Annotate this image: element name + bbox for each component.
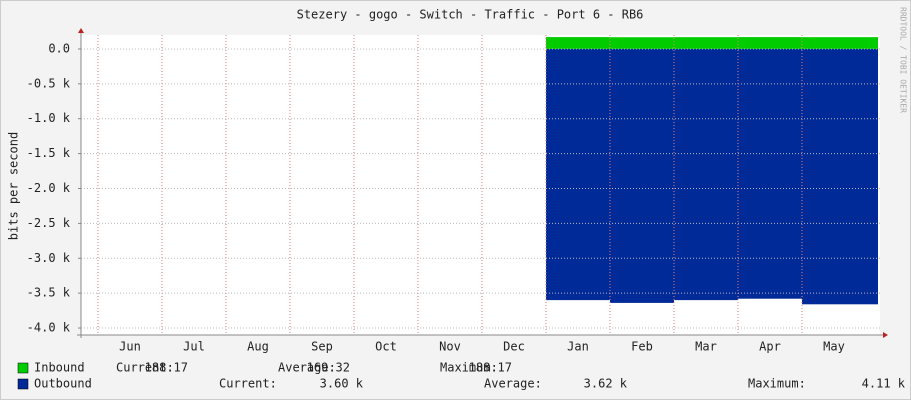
y-tick-label: -0.5 k [27, 76, 71, 90]
legend-label: Inbound [34, 361, 85, 375]
x-tick-label: Feb [631, 340, 653, 354]
area-segment [738, 48, 802, 299]
legend-stat-value: 188.17 [469, 361, 512, 375]
x-tick-label: Mar [695, 340, 717, 354]
x-tick-label: Jun [119, 340, 141, 354]
x-tick-label: Oct [375, 340, 397, 354]
legend-stat-label: Maximum: [440, 361, 498, 375]
x-tick-label: Dec [503, 340, 525, 354]
area-segment [802, 37, 878, 49]
area-segment [546, 37, 610, 49]
x-tick-label: Jan [567, 340, 589, 354]
x-axis-arrow [883, 332, 888, 338]
legend-stat-label: Current: [219, 377, 277, 391]
x-tick-label: Sep [311, 340, 333, 354]
legend-stat-value: 188.17 [145, 361, 188, 375]
legend-stat-value: 169.32 [307, 361, 350, 375]
legend-stat-value: 4.11 k [862, 377, 906, 391]
area-segment [610, 37, 674, 49]
y-axis-arrow [78, 28, 84, 33]
y-tick-label: 0.0 [48, 41, 70, 55]
legend-stat-label: Current: [116, 361, 174, 375]
area-segment [738, 37, 802, 49]
area-segment [674, 48, 738, 301]
x-tick-label: Jul [183, 340, 205, 354]
y-tick-label: -3.5 k [27, 286, 71, 300]
legend-stat-label: Maximum: [748, 377, 806, 391]
area-segment [674, 37, 738, 49]
legend-swatch [17, 378, 29, 390]
y-tick-label: -3.0 k [27, 251, 71, 265]
x-tick-label: Aug [247, 340, 269, 354]
x-tick-label: Nov [439, 340, 461, 354]
x-tick-label: May [823, 340, 845, 354]
y-tick-label: -1.5 k [27, 146, 71, 160]
legend-stat-label: Average: [484, 377, 542, 391]
y-tick-label: -1.0 k [27, 111, 71, 125]
legend-label: Outbound [34, 377, 92, 391]
chart-title: Stezery - gogo - Switch - Traffic - Port… [297, 8, 644, 22]
y-tick-label: -2.0 k [27, 181, 71, 195]
legend-stat-value: 3.60 k [320, 377, 364, 391]
x-tick-label: Apr [759, 340, 781, 354]
y-tick-label: -2.5 k [27, 216, 71, 230]
area-segment [610, 48, 674, 303]
watermark: RRDTOOL / TOBI OETIKER [899, 7, 908, 113]
area-segment [546, 48, 610, 301]
legend-stat-label: Average: [278, 361, 336, 375]
y-tick-label: -4.0 k [27, 321, 71, 335]
legend-stat-value: 3.62 k [584, 377, 628, 391]
y-axis-label: bits per second [7, 132, 21, 240]
area-segment [802, 48, 878, 305]
legend-swatch [17, 362, 29, 374]
